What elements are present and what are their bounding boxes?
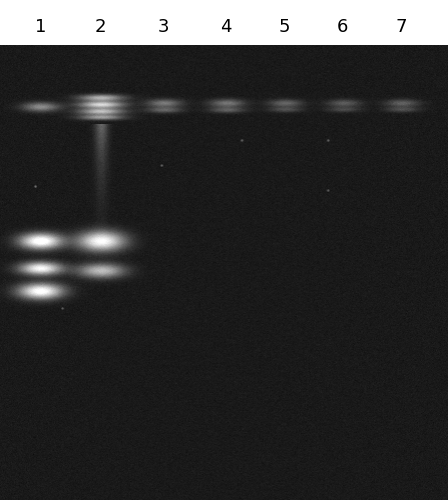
Text: 6: 6 — [337, 18, 349, 36]
Text: 7: 7 — [395, 18, 407, 36]
Text: 2: 2 — [95, 18, 107, 36]
Text: 5: 5 — [279, 18, 290, 36]
Text: 4: 4 — [220, 18, 232, 36]
Text: 3: 3 — [158, 18, 169, 36]
Text: 1: 1 — [34, 18, 46, 36]
